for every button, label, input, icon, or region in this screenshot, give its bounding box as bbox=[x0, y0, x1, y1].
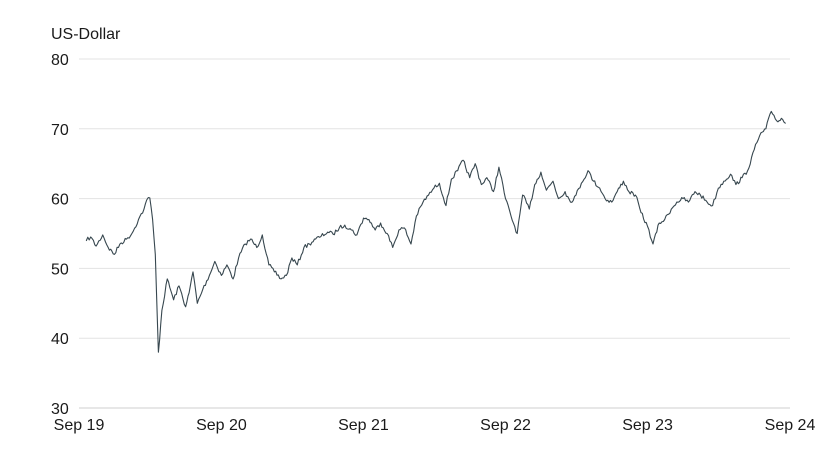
y-tick-label: 30 bbox=[51, 401, 69, 418]
x-tick-label: Sep 23 bbox=[622, 417, 673, 434]
x-tick-label: Sep 24 bbox=[765, 417, 816, 434]
x-tick-label: Sep 22 bbox=[480, 417, 531, 434]
y-axis-unit-label: US-Dollar bbox=[51, 26, 121, 43]
x-tick-label: Sep 19 bbox=[54, 417, 105, 434]
y-axis-ticks: 30 40 50 60 70 80 bbox=[51, 52, 69, 418]
x-tick-label: Sep 20 bbox=[196, 417, 247, 434]
y-tick-label: 50 bbox=[51, 261, 69, 278]
gridlines bbox=[79, 58, 790, 409]
y-tick-label: 40 bbox=[51, 331, 69, 348]
y-tick-label: 70 bbox=[51, 122, 69, 139]
y-tick-label: 80 bbox=[51, 52, 69, 69]
x-tick-label: Sep 21 bbox=[338, 417, 389, 434]
y-tick-label: 60 bbox=[51, 192, 69, 209]
x-axis-ticks: Sep 19 Sep 20 Sep 21 Sep 22 Sep 23 Sep 24 bbox=[54, 417, 816, 434]
price-series bbox=[85, 110, 786, 353]
price-line bbox=[85, 110, 786, 353]
